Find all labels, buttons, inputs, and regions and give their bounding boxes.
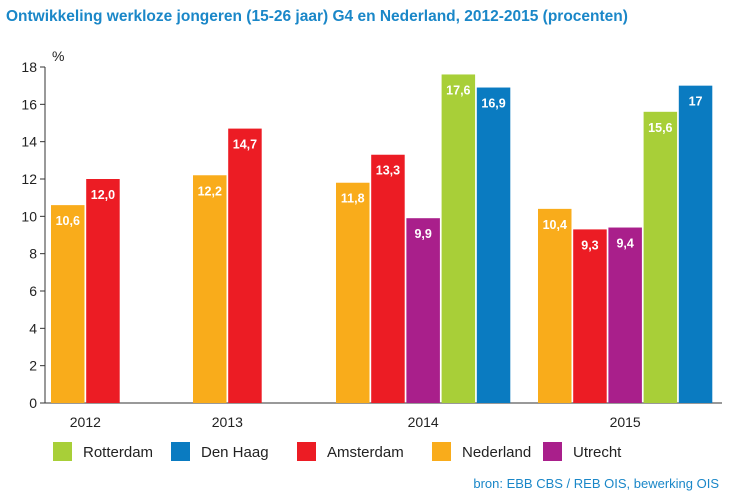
data-label-2015-amsterdam: 9,3 (581, 238, 598, 252)
x-tick-label-2013: 2013 (212, 414, 243, 430)
y-tick-label: 10 (21, 208, 37, 224)
legend-label-utrecht: Utrecht (573, 444, 622, 461)
legend-swatch-amsterdam (297, 442, 316, 461)
data-label-2014-utrecht: 9,9 (414, 227, 431, 241)
y-tick-label: 0 (29, 395, 37, 411)
bar-2014-den-haag (476, 87, 511, 404)
legend-swatch-den-haag (171, 442, 190, 461)
y-tick-label: 12 (21, 171, 37, 187)
legend-label-rotterdam: Rotterdam (83, 444, 153, 461)
y-tick-label: 8 (29, 246, 37, 262)
bar-2015-amsterdam (573, 229, 607, 403)
data-label-2012-nederland: 10,6 (56, 214, 80, 228)
data-label-2015-nederland: 10,4 (543, 218, 567, 232)
y-tick-label: 14 (21, 134, 37, 150)
y-tick-label: 2 (29, 358, 37, 374)
legend-swatch-rotterdam (53, 442, 72, 461)
bar-2013-amsterdam (228, 128, 262, 403)
data-label-2014-den-haag: 16,9 (481, 97, 505, 111)
x-tick-label-2014: 2014 (408, 414, 439, 430)
bar-2014-utrecht (406, 218, 440, 403)
bar-2014-amsterdam (371, 154, 405, 403)
chart-title: Ontwikkeling werkloze jongeren (15-26 ja… (6, 8, 628, 25)
bar-2015-rotterdam (643, 111, 678, 404)
y-tick-label: 6 (29, 283, 37, 299)
y-tick-label: 4 (29, 320, 37, 336)
data-label-2014-amsterdam: 13,3 (376, 164, 400, 178)
data-label-2015-den-haag: 17 (689, 95, 703, 109)
data-label-2015-rotterdam: 15,6 (648, 121, 672, 135)
legend-swatch-nederland (432, 442, 451, 461)
bar-2012-amsterdam (86, 179, 120, 403)
bar-2015-nederland (538, 208, 572, 403)
legend-label-nederland: Nederland (462, 444, 531, 461)
data-label-2012-amsterdam: 12,0 (91, 188, 115, 202)
bar-2014-rotterdam (441, 74, 476, 403)
legend-label-amsterdam: Amsterdam (327, 444, 404, 461)
y-tick-label: 18 (21, 59, 37, 75)
legend-swatch-utrecht (543, 442, 562, 461)
y-axis-unit: % (52, 48, 64, 64)
x-tick-label-2015: 2015 (610, 414, 641, 430)
bar-2012-nederland (51, 205, 85, 403)
source-note: bron: EBB CBS / REB OIS, bewerking OIS (473, 476, 719, 491)
data-label-2014-rotterdam: 17,6 (446, 83, 470, 97)
bar-2015-utrecht (608, 227, 642, 403)
bar-2015-den-haag (678, 85, 713, 404)
y-tick-label: 16 (21, 96, 37, 112)
x-tick-label-2012: 2012 (70, 414, 101, 430)
data-label-2015-utrecht: 9,4 (616, 237, 633, 251)
data-label-2013-amsterdam: 14,7 (233, 138, 257, 152)
data-label-2013-nederland: 12,2 (198, 184, 222, 198)
bar-2014-nederland (336, 182, 370, 403)
data-label-2014-nederland: 11,8 (341, 192, 365, 206)
bar-2013-nederland (193, 175, 227, 403)
legend-label-den-haag: Den Haag (201, 444, 269, 461)
